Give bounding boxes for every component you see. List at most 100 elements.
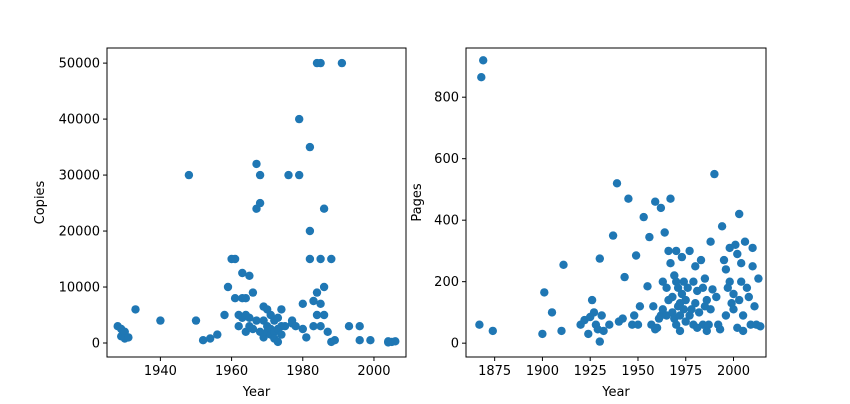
data-point <box>366 336 375 345</box>
data-point <box>660 228 669 237</box>
data-point <box>316 254 325 264</box>
data-point <box>748 243 757 253</box>
data-point <box>559 260 568 269</box>
data-point <box>230 254 240 264</box>
data-point <box>234 322 243 331</box>
data-point <box>731 240 740 249</box>
data-point <box>557 326 566 336</box>
data-point <box>238 268 247 278</box>
y-tick-label: 30000 <box>59 169 100 184</box>
data-point <box>291 322 300 331</box>
data-point <box>305 226 315 236</box>
x-tick-label: 2000 <box>357 364 390 379</box>
data-point <box>277 330 286 339</box>
data-point <box>273 313 283 322</box>
data-point <box>230 294 240 303</box>
data-point <box>639 212 648 222</box>
data-point <box>631 251 641 260</box>
data-point <box>643 282 652 291</box>
data-point <box>672 246 681 256</box>
data-point <box>708 285 717 294</box>
data-point <box>729 289 738 299</box>
data-point <box>656 203 666 213</box>
data-point <box>696 255 706 265</box>
data-point <box>633 320 643 329</box>
x-axis-label: Year <box>601 385 630 400</box>
data-point <box>675 326 685 336</box>
data-point <box>608 231 618 240</box>
data-point <box>691 299 700 308</box>
data-point <box>737 259 746 268</box>
data-point <box>305 142 315 152</box>
data-point <box>479 56 488 65</box>
data-point <box>124 333 133 342</box>
data-point <box>248 324 258 334</box>
data-point <box>156 316 165 325</box>
y-axis-label: Copies <box>33 180 48 224</box>
data-point <box>721 311 731 320</box>
x-tick-label: 1960 <box>215 364 248 379</box>
data-point <box>624 194 633 203</box>
data-point <box>273 337 283 347</box>
data-point <box>312 288 322 297</box>
data-point <box>733 249 742 259</box>
data-point <box>710 169 719 179</box>
data-point <box>337 58 347 68</box>
data-point <box>704 320 713 329</box>
data-point <box>327 254 336 264</box>
x-tick-label: 1875 <box>478 364 511 379</box>
data-point <box>323 327 332 336</box>
data-point <box>191 316 201 325</box>
data-point <box>589 308 599 317</box>
data-point <box>681 295 690 305</box>
data-point <box>277 305 286 314</box>
data-point <box>735 209 744 219</box>
data-point <box>645 232 654 242</box>
data-point <box>717 222 727 231</box>
y-tick-label: 400 <box>434 214 459 229</box>
data-point <box>280 322 290 331</box>
data-point <box>698 283 708 292</box>
data-point <box>737 277 746 286</box>
data-point <box>630 311 639 320</box>
data-point <box>316 322 325 331</box>
data-point <box>754 274 763 283</box>
data-point <box>305 254 315 264</box>
data-point <box>605 320 614 329</box>
data-point <box>679 277 688 286</box>
data-point <box>748 262 757 271</box>
data-point <box>252 316 261 325</box>
data-point <box>295 170 304 180</box>
x-tick-label: 2000 <box>717 364 750 379</box>
data-point <box>677 289 687 299</box>
data-point <box>475 320 484 329</box>
data-point <box>744 292 753 302</box>
data-point <box>245 313 254 322</box>
points-group <box>113 58 400 347</box>
data-point <box>309 296 318 306</box>
y-tick-label: 0 <box>92 337 100 352</box>
x-tick-label: 1925 <box>574 364 607 379</box>
axes-frame <box>106 47 407 358</box>
data-point <box>698 320 708 329</box>
data-point <box>738 311 748 320</box>
data-point <box>248 288 258 297</box>
data-point <box>319 282 329 292</box>
data-point <box>706 237 715 246</box>
data-point <box>683 283 692 292</box>
data-point <box>658 277 667 286</box>
data-point <box>687 305 696 314</box>
data-point <box>184 170 194 180</box>
data-point <box>298 299 307 308</box>
data-point <box>666 259 675 268</box>
data-point <box>595 337 604 346</box>
data-point <box>587 295 597 305</box>
data-point <box>245 271 254 280</box>
data-point <box>477 73 486 82</box>
data-point <box>612 179 622 188</box>
x-tick-label: 1900 <box>526 364 559 379</box>
y-axis-label: Pages <box>410 183 425 221</box>
data-point <box>649 302 658 311</box>
y-tick-label: 0 <box>451 337 459 352</box>
data-point <box>618 314 627 323</box>
